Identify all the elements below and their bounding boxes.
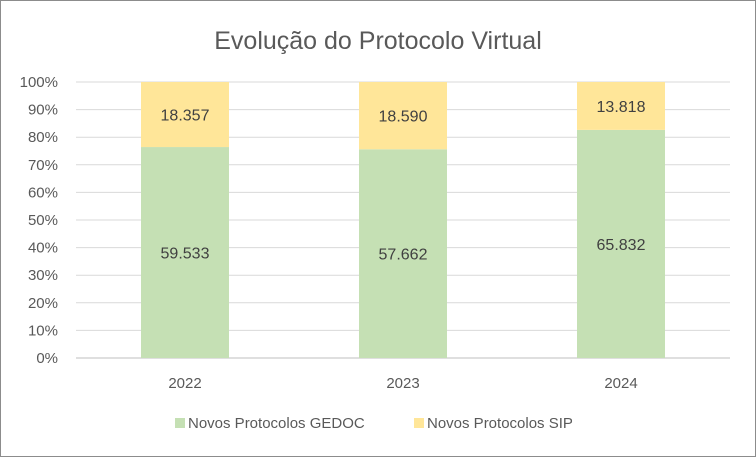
x-tick-label: 2023 [386, 375, 419, 392]
data-label: 57.662 [379, 247, 428, 264]
legend-swatch [175, 418, 185, 428]
y-tick-label: 20% [28, 295, 58, 312]
bar-segment [359, 149, 447, 358]
bar-segment [577, 82, 665, 130]
legend-swatch [414, 418, 424, 428]
bar-segment [577, 129, 665, 358]
y-tick-label: 90% [28, 102, 58, 119]
chart-title: Evolução do Protocolo Virtual [214, 27, 542, 55]
y-tick-label: 80% [28, 129, 58, 146]
y-tick-label: 40% [28, 240, 58, 257]
data-label: 18.357 [161, 108, 210, 125]
data-label: 59.533 [161, 246, 210, 263]
y-tick-label: 10% [28, 322, 58, 339]
data-label: 18.590 [379, 109, 428, 126]
x-axis-ticks: 2022 2023 2024 [168, 375, 637, 392]
bar-segment [359, 82, 447, 150]
legend-label: Novos Protocolos GEDOC [188, 415, 365, 432]
legend-label: Novos Protocolos SIP [427, 415, 573, 432]
bar-segment [141, 147, 229, 358]
y-tick-label: 0% [36, 350, 58, 367]
x-tick-label: 2022 [168, 375, 201, 392]
y-tick-label: 100% [20, 74, 58, 91]
bars: 59.533 18.357 57.662 18.590 65.832 13.818 [141, 82, 665, 358]
y-tick-label: 30% [28, 267, 58, 284]
y-tick-label: 50% [28, 212, 58, 229]
legend: Novos Protocolos GEDOC Novos Protocolos S… [175, 415, 573, 432]
y-tick-label: 70% [28, 157, 58, 174]
data-label: 13.818 [597, 99, 646, 116]
y-axis-ticks: 0% 10% 20% 30% 40% 50% 60% 70% 80% 90% 100% [20, 74, 58, 367]
y-tick-label: 60% [28, 184, 58, 201]
data-label: 65.832 [597, 237, 646, 254]
x-tick-label: 2024 [604, 375, 637, 392]
bar-segment [141, 82, 229, 148]
